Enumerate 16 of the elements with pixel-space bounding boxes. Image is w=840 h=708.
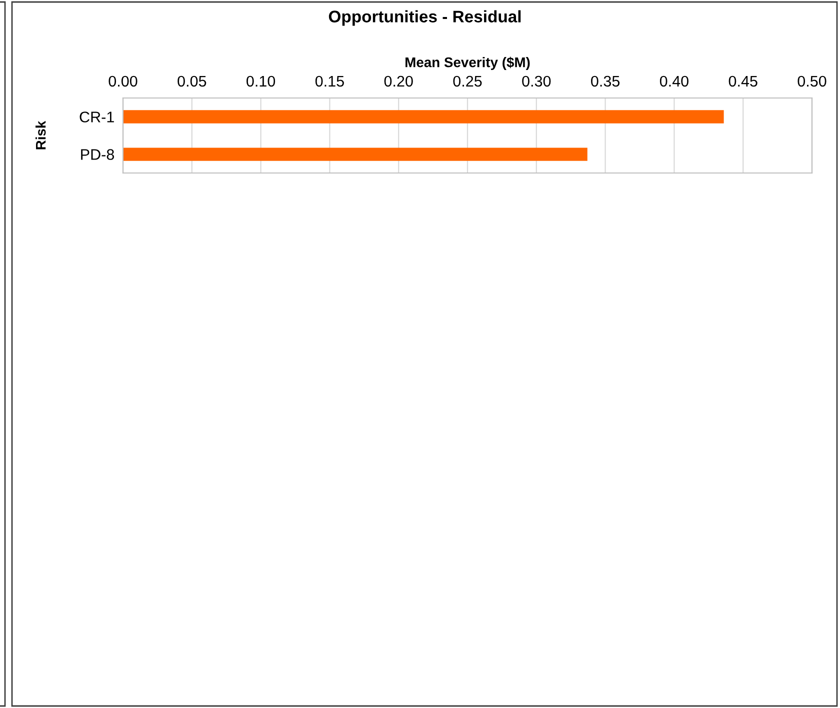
x-tick-label: 0.25 [453,76,482,87]
x-tick-label: 0.50 [798,76,826,87]
x-axis-title: Mean Severity ($M) [406,56,530,70]
x-tick-label: 0.05 [178,76,206,87]
y-axis-title: Risk [36,120,46,150]
x-tick-label: 0.35 [591,76,620,87]
x-tick-label: 0.15 [315,76,344,87]
x-tick-label: 0.10 [246,76,276,87]
chart-title: Opportunities - Residual [328,10,521,26]
x-tick-label: 0.45 [728,76,758,87]
y-tick-label: PD-8 [81,149,114,160]
y-tick-label: CR-1 [80,112,114,122]
x-tick-label: 0.00 [108,76,138,87]
x-tick-label: 0.40 [660,76,688,87]
x-tick-label: 0.30 [522,76,551,87]
x-tick-label: 0.20 [384,76,413,87]
